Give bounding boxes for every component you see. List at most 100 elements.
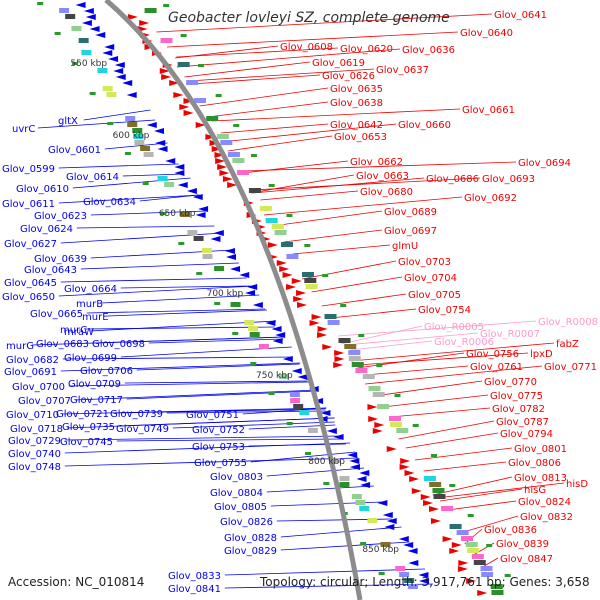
label-line-glov_0706 bbox=[136, 363, 300, 371]
gc-dash bbox=[430, 454, 437, 457]
gene-label-glov_0745: Glov_0745 bbox=[60, 437, 113, 448]
plus-gene-arrow bbox=[195, 122, 206, 128]
content-box bbox=[279, 374, 290, 379]
gene-label-glov_0610: Glov_0610 bbox=[16, 184, 69, 195]
minus-gene-arrow bbox=[356, 476, 367, 482]
gene-label-glov_0608: Glov_0608 bbox=[280, 42, 333, 53]
gene-label-glov_0627: Glov_0627 bbox=[4, 239, 57, 250]
plus-gene-arrow bbox=[139, 20, 150, 26]
content-box bbox=[248, 188, 261, 193]
content-box bbox=[351, 494, 362, 499]
gc-dash bbox=[250, 362, 257, 365]
gene-label-glov_0707: Glov_0707 bbox=[18, 396, 71, 407]
plus-gene-arrow bbox=[222, 176, 233, 182]
plus-gene-arrow bbox=[311, 314, 322, 320]
gc-dash bbox=[340, 304, 347, 307]
content-box bbox=[164, 182, 175, 187]
minus-gene-arrow bbox=[157, 146, 168, 152]
label-line-glov_0770 bbox=[374, 380, 483, 397]
gene-label-glov_0700: Glov_0700 bbox=[12, 382, 65, 393]
label-line-glov_0683 bbox=[92, 336, 284, 344]
tick-label-800-kbp: 800 kbp bbox=[308, 457, 345, 467]
gene-label-glov_0753: Glov_0753 bbox=[192, 442, 245, 453]
label-line-glov_0749 bbox=[172, 421, 335, 429]
label-line-glov_0619 bbox=[184, 61, 311, 78]
gc-dash bbox=[215, 94, 222, 97]
plus-gene-arrow bbox=[282, 272, 293, 278]
gc-dash bbox=[198, 64, 205, 67]
label-line-glov_0824 bbox=[447, 500, 517, 511]
gc-dash bbox=[107, 122, 114, 125]
plus-gene-arrow bbox=[409, 476, 420, 482]
gene-label-glov_0699: Glov_0699 bbox=[64, 353, 117, 364]
gc-dash bbox=[54, 32, 61, 35]
gene-label-glov_0805: Glov_0805 bbox=[214, 502, 267, 513]
label-line-glov_0694 bbox=[243, 161, 517, 172]
content-box bbox=[220, 140, 233, 145]
plus-gene-arrow bbox=[291, 278, 302, 284]
content-box bbox=[456, 530, 469, 535]
gene-label-glov_0826: Glov_0826 bbox=[220, 517, 273, 528]
content-box bbox=[249, 332, 260, 337]
gene-label-glov_0662: Glov_0662 bbox=[350, 157, 403, 168]
minus-gene-arrow bbox=[349, 464, 360, 470]
gene-label-glov_0721: Glov_0721 bbox=[56, 409, 109, 420]
content-box bbox=[299, 410, 310, 415]
label-line-glov_0707 bbox=[74, 389, 318, 401]
plus-gene-arrow bbox=[374, 422, 385, 428]
plus-gene-arrow bbox=[322, 344, 333, 350]
gene-label-glov_0691: Glov_0691 bbox=[4, 367, 57, 378]
gene-label-glov_0624: Glov_0624 bbox=[20, 224, 73, 235]
label-line-hisg bbox=[439, 488, 523, 502]
label-line-glov_0710 bbox=[62, 407, 327, 415]
gc-dash bbox=[304, 452, 311, 455]
minus-gene-arrow bbox=[407, 548, 418, 554]
gene-label-glov_0717: Glov_0717 bbox=[70, 395, 123, 406]
plus-gene-arrow bbox=[173, 92, 184, 98]
gene-label-glov_r0007: Glov_R0007 bbox=[480, 329, 540, 340]
content-box bbox=[177, 62, 190, 67]
plus-gene-arrow bbox=[159, 68, 170, 74]
gene-label-uvrc: uvrC bbox=[12, 124, 35, 135]
content-box bbox=[290, 398, 301, 403]
label-line-glov_0640 bbox=[166, 31, 459, 48]
minus-gene-arrow bbox=[174, 170, 185, 176]
kbp-ticks: 550 kbp 600 kbp 650 kbp 700 kbp 750 kbp 800 k… bbox=[70, 59, 399, 555]
label-line-glov_0680 bbox=[260, 190, 359, 201]
gc-dash bbox=[486, 544, 493, 547]
gene-label-glov_0660: Glov_0660 bbox=[398, 120, 451, 131]
content-box bbox=[362, 374, 375, 379]
minus-gene-arrow bbox=[403, 542, 414, 548]
minus-gene-arrow bbox=[419, 578, 430, 584]
gc-dash bbox=[160, 212, 167, 215]
gene-label-glov_0739: Glov_0739 bbox=[110, 409, 163, 420]
gene-label-glov_0635: Glov_0635 bbox=[330, 84, 383, 95]
content-box bbox=[465, 542, 478, 547]
minus-gene-arrow bbox=[359, 470, 370, 476]
gene-label-glov_0705: Glov_0705 bbox=[408, 290, 461, 301]
gene-label-glov_0664: Glov_0664 bbox=[64, 284, 117, 295]
label-line-glov_0803 bbox=[266, 467, 365, 477]
minus-gene-arrow bbox=[326, 428, 337, 434]
content-box bbox=[473, 560, 486, 565]
content-box bbox=[71, 26, 82, 31]
gene-label-glov_0756: Glov_0756 bbox=[466, 349, 519, 360]
label-line-murb bbox=[101, 294, 260, 304]
gene-label-glov_0601: Glov_0601 bbox=[48, 145, 101, 156]
gene-label-glov_0620: Glov_0620 bbox=[340, 44, 393, 55]
content-box bbox=[102, 86, 113, 91]
plus-gene-arrow bbox=[477, 590, 488, 596]
label-line-glov_0689 bbox=[272, 210, 383, 227]
minus-gene-arrow bbox=[349, 458, 360, 464]
tick-label-650-kbp: 650 kbp bbox=[159, 209, 196, 219]
gene-label-glov_0735: Glov_0735 bbox=[62, 422, 115, 433]
content-box bbox=[193, 236, 204, 241]
label-line-glov_0624 bbox=[76, 225, 215, 229]
label-line-glov_0641 bbox=[156, 13, 493, 33]
gene-label-glov_0694: Glov_0694 bbox=[518, 158, 571, 169]
minus-gene-arrow bbox=[408, 560, 419, 566]
content-box bbox=[432, 488, 445, 493]
label-line-lpxd bbox=[357, 352, 529, 366]
label-line-glov_0601 bbox=[104, 142, 168, 150]
